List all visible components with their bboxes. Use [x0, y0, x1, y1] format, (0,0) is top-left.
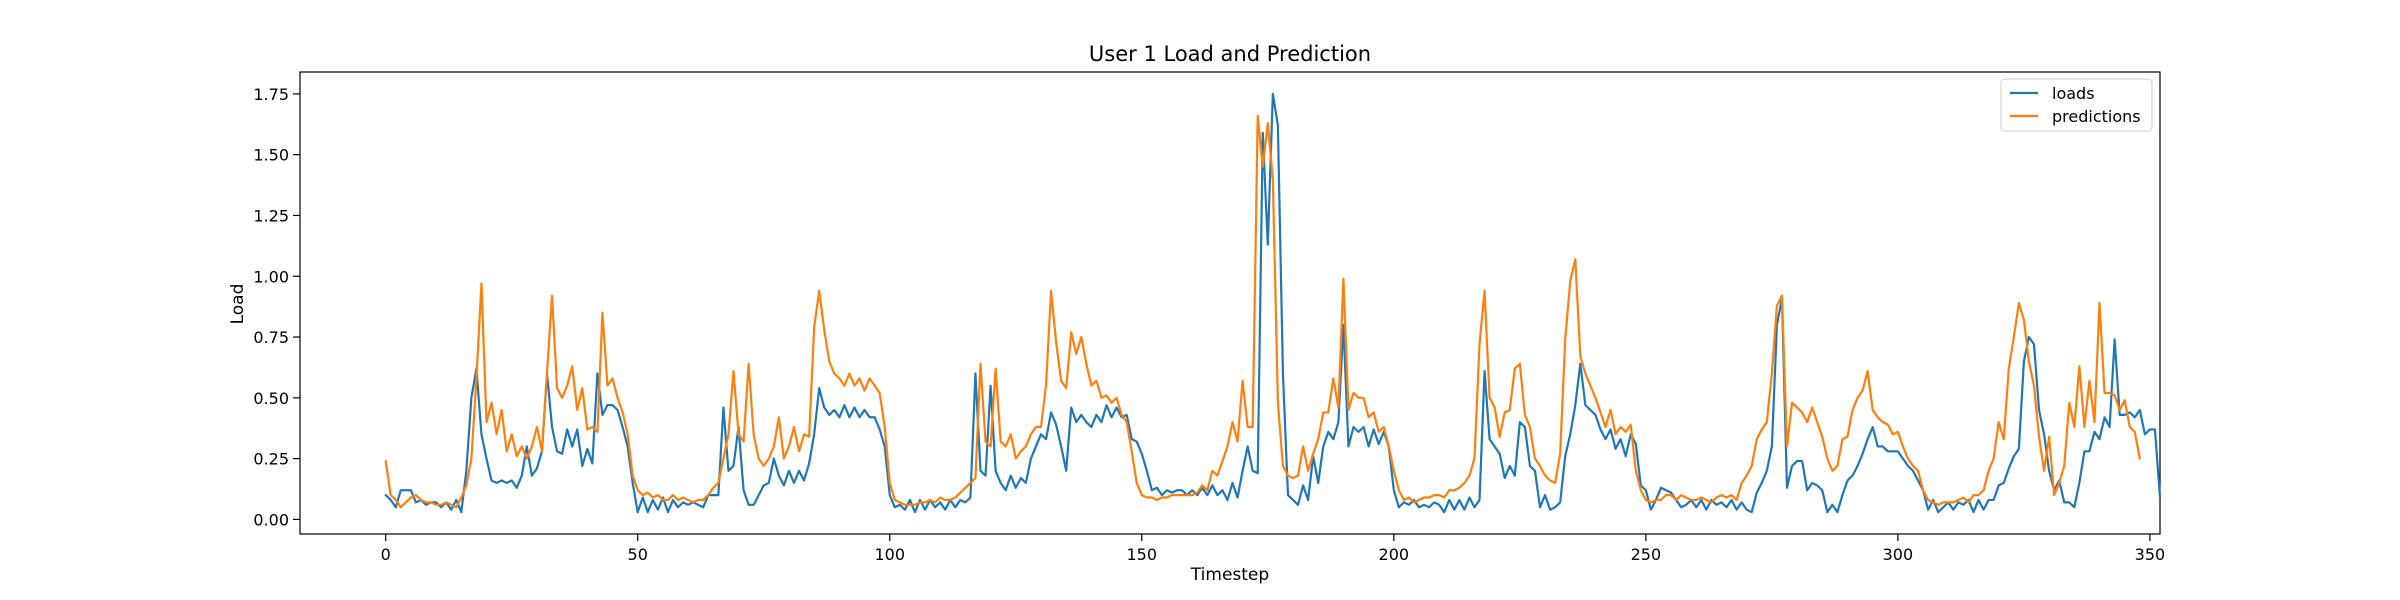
y-tick-label: 0.50 — [253, 389, 289, 408]
x-tick-label: 100 — [874, 545, 905, 564]
legend: loads predictions — [2000, 78, 2153, 132]
legend-frame — [2000, 78, 2153, 132]
y-tick-label: 0.75 — [253, 328, 289, 347]
x-axis: 0 50 100 150 200 250 300 350 — [381, 534, 2166, 564]
chart-title: User 1 Load and Prediction — [1089, 42, 1371, 66]
y-axis-label: Load — [228, 284, 248, 325]
plot-area — [299, 71, 2161, 535]
series-line-loads — [384, 92, 2162, 514]
legend-label-predictions: predictions — [2052, 107, 2141, 126]
series-line-predictions — [384, 114, 2141, 509]
y-tick-label: 1.00 — [253, 267, 289, 286]
x-tick-label: 150 — [1127, 545, 1158, 564]
y-axis: 0.00 0.25 0.50 0.75 1.00 1.25 1.50 1.75 — [253, 85, 300, 529]
y-tick-label: 0.25 — [253, 450, 289, 469]
y-tick-label: 0.00 — [253, 510, 289, 529]
x-tick-label: 0 — [381, 545, 391, 564]
legend-label-loads: loads — [2052, 84, 2095, 103]
x-axis-label: Timestep — [1190, 565, 1269, 585]
x-tick-label: 350 — [2135, 545, 2166, 564]
x-tick-label: 300 — [1883, 545, 1914, 564]
y-tick-label: 1.75 — [253, 85, 289, 104]
x-tick-label: 250 — [1631, 545, 1662, 564]
y-tick-label: 1.25 — [253, 206, 289, 225]
plot-frame — [299, 71, 2161, 535]
x-tick-label: 200 — [1379, 545, 1410, 564]
y-tick-label: 1.50 — [253, 146, 289, 165]
series-layer — [384, 92, 2162, 514]
x-tick-label: 50 — [628, 545, 648, 564]
